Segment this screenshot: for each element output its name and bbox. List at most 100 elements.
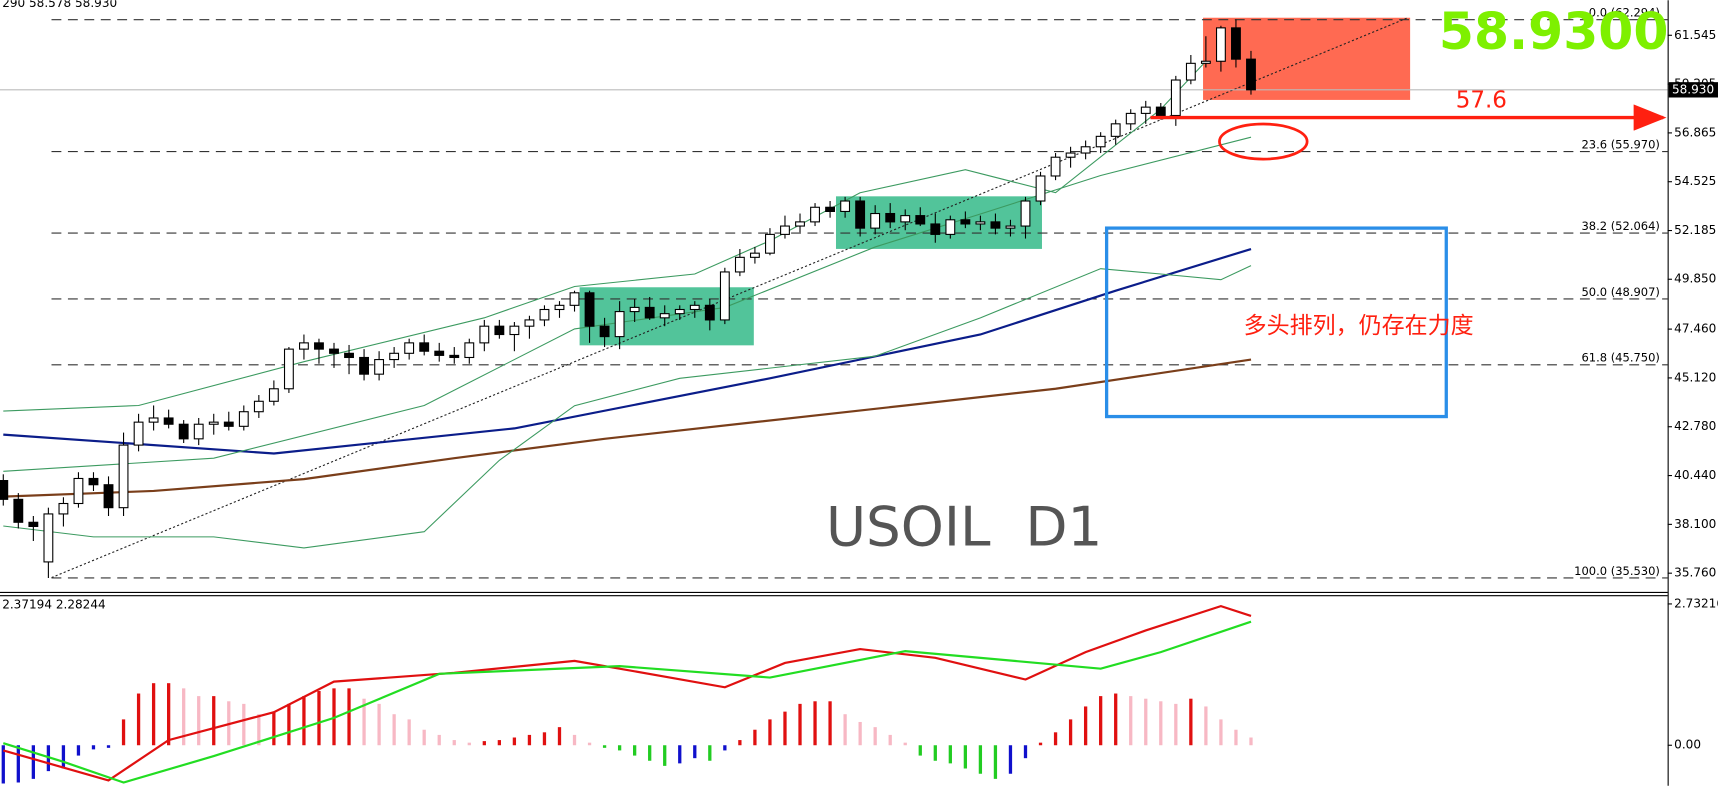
candle-body	[419, 342, 430, 352]
candles	[0, 19, 1256, 578]
price-scale: 61.54559.20556.86554.52552.18549.85047.4…	[1667, 28, 1718, 752]
candle-body	[749, 252, 760, 258]
candle-body	[494, 325, 505, 336]
macd-lines	[2, 604, 1252, 784]
y-tick-label: 2.73216	[1674, 596, 1718, 610]
candle-body	[840, 200, 851, 212]
y-tick-label: 49.850	[1674, 272, 1716, 286]
symbol: USOIL D1	[826, 495, 1102, 559]
candle-body	[238, 411, 249, 427]
fib-label: 0.0 (62.294)	[1589, 6, 1660, 20]
fib-levels: 0.0 (62.294) 23.6 (55.970) 38.2 (52.064) 50…	[0, 6, 1668, 579]
candle-body	[103, 484, 114, 509]
fib-label: 50.0 (48.907)	[1581, 285, 1659, 299]
candle-body	[344, 352, 354, 359]
candle-body	[795, 221, 805, 227]
indicator-line	[3, 265, 1252, 549]
candle-body	[810, 206, 820, 223]
candle-body	[644, 306, 655, 319]
candle-body	[765, 233, 775, 254]
candle-body	[1080, 146, 1091, 154]
candle-body	[43, 513, 54, 563]
indicators	[3, 60, 1252, 549]
candle-body	[178, 423, 189, 440]
candle-body	[208, 421, 219, 425]
y-tick-label: 35.760	[1674, 566, 1716, 580]
fib-label: 23.6 (55.970)	[1581, 138, 1659, 152]
indicator-line	[3, 358, 1252, 498]
y-tick-label: 52.185	[1674, 223, 1716, 237]
candle-body	[674, 308, 685, 315]
last-price-label: 58.930	[1672, 82, 1714, 96]
candle-body	[915, 215, 926, 225]
y-tick-label: 56.865	[1674, 125, 1716, 139]
note: 多头排列，仍存在力度	[1244, 313, 1474, 339]
candle-body	[960, 219, 971, 225]
price-annotation: 58.9300	[1439, 2, 1669, 61]
candle-body	[539, 308, 550, 321]
candle-body	[1155, 106, 1166, 117]
candle-body	[13, 498, 24, 523]
candle-body	[554, 304, 565, 311]
candle-body	[1065, 152, 1076, 158]
candle-body	[1215, 27, 1226, 62]
candle-body	[223, 421, 234, 427]
annotation-box	[1104, 226, 1448, 419]
fib-label: 38.2 (52.064)	[1581, 219, 1659, 233]
y-tick-label: 61.545	[1674, 28, 1716, 42]
candle-body	[58, 502, 69, 515]
y-tick-label: 42.780	[1674, 419, 1716, 433]
fib-label: 61.8 (45.750)	[1581, 351, 1659, 365]
y-tick-label: 54.525	[1674, 174, 1716, 188]
candle-body	[584, 292, 595, 327]
candle-body	[1035, 175, 1046, 202]
candle-body	[299, 342, 309, 350]
candle-body	[1020, 200, 1031, 227]
candle-body	[88, 477, 99, 486]
fib-label: 100.0 (35.530)	[1574, 564, 1660, 578]
candle-body	[569, 292, 580, 306]
candle-body	[599, 325, 610, 338]
candle-body	[825, 206, 836, 212]
y-tick-label: 0.00	[1674, 738, 1701, 752]
header-values: 290 58.578 58.930	[2, 0, 117, 10]
price-panel: 0.0 (62.294) 23.6 (55.970) 38.2 (52.064) 50…	[0, 0, 1669, 579]
candle-body	[945, 219, 956, 235]
candle-body	[374, 359, 385, 375]
annotation-ellipse	[1218, 122, 1309, 161]
last-price-box	[1668, 82, 1718, 98]
candle-body	[389, 352, 400, 361]
candle-body	[614, 311, 625, 338]
candle-body	[885, 212, 896, 223]
candle-body	[1140, 106, 1151, 114]
candle-body	[780, 225, 790, 235]
candle-body	[1110, 123, 1121, 137]
annotations: 57.6	[1150, 88, 1667, 131]
candle-body	[1125, 112, 1136, 125]
candle-body	[1095, 135, 1106, 148]
candle-body	[930, 223, 941, 235]
indicator-line	[3, 60, 1207, 412]
candle-body	[1200, 60, 1211, 64]
candle-body	[1170, 79, 1181, 117]
candle-body	[283, 348, 294, 390]
candle-body	[329, 348, 339, 354]
candle-body	[704, 304, 715, 321]
candle-body	[734, 256, 745, 273]
candle-body	[1005, 225, 1016, 229]
macd-panel	[1, 604, 1253, 784]
candle-body	[148, 417, 159, 423]
candle-body	[268, 388, 279, 402]
level-label: 57.6	[1456, 88, 1507, 114]
y-tick-label: 45.120	[1674, 370, 1716, 384]
y-tick-label: 40.440	[1674, 468, 1716, 482]
candle-body	[1185, 62, 1196, 81]
candle-body	[900, 215, 911, 223]
candle-body	[1246, 58, 1256, 91]
y-tick-label: 47.460	[1674, 322, 1716, 336]
candle-body	[975, 221, 986, 225]
candle-body	[193, 423, 204, 440]
histogram	[1, 683, 1253, 784]
